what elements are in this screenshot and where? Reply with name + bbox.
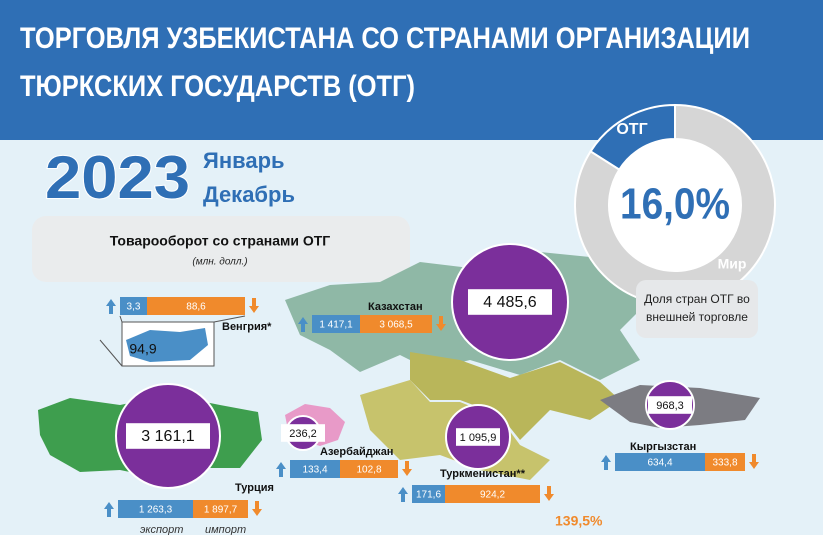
total-value: 4 485,6 [483, 294, 536, 311]
import-bar [705, 453, 745, 471]
export-bar [120, 297, 147, 315]
legend-import: импорт [205, 524, 246, 535]
arrow-down [544, 486, 554, 501]
country-name: Венгрия* [222, 321, 272, 333]
year: 2023 [45, 144, 190, 211]
donut-value-label: 16,0% [620, 180, 730, 229]
import-bar [193, 500, 248, 518]
arrow-up [398, 487, 408, 502]
import-bar [360, 315, 432, 333]
export-bar [412, 485, 445, 503]
export-value: 1 417,1 [319, 320, 353, 331]
total-box [126, 423, 210, 449]
arrow-up [601, 455, 611, 470]
note: 139,5% [555, 513, 603, 529]
export-bar [290, 460, 340, 478]
caption-box [636, 280, 758, 338]
import-bar [340, 460, 398, 478]
total-box [648, 396, 692, 414]
arrow-up [298, 317, 308, 332]
total-box [468, 289, 552, 315]
import-value: 924,2 [480, 490, 505, 501]
total-value: 3 161,1 [141, 428, 194, 445]
donut-hole [609, 139, 741, 271]
export-value: 1 263,3 [139, 505, 173, 516]
hungary-shape [126, 328, 208, 362]
donut-caption: Доля стран ОТГ во внешней торговле [644, 292, 750, 324]
country-name: Казахстан [368, 301, 423, 313]
inset-lines [99, 315, 246, 367]
export-bar [615, 453, 705, 471]
box-unit: (млн. долл.) [192, 257, 247, 268]
total-value: 236,2 [289, 428, 317, 440]
title-line: ТЮРКСКИХ ГОСУДАРСТВ (ОТГ) [20, 70, 415, 103]
export-value: 634,4 [647, 458, 672, 469]
import-value: 3 068,5 [379, 320, 413, 331]
total-box [281, 424, 325, 442]
country-name: Туркменистан** [440, 468, 526, 480]
export-bar [312, 315, 360, 333]
month-to: Декабрь [203, 182, 295, 207]
import-bar [445, 485, 540, 503]
uzbekistan-shape [410, 352, 620, 440]
export-value: 3,3 [127, 302, 141, 313]
export-value: 133,4 [302, 465, 327, 476]
import-value: 88,6 [186, 302, 206, 313]
total-box [456, 428, 500, 446]
import-bar [147, 297, 245, 315]
total-value: 1 095,9 [460, 432, 497, 444]
info-box [32, 216, 410, 282]
legend-export: экспорт [140, 524, 183, 535]
donut-label: Мир [718, 256, 747, 272]
total-value: 968,3 [656, 400, 684, 412]
import-value: 333,8 [712, 458, 737, 469]
total-value: 94,9 [129, 341, 156, 357]
country-name: Турция [235, 482, 274, 494]
title-line: ТОРГОВЛЯ УЗБЕКИСТАНА СО СТРАНАМИ ОРГАНИЗ… [20, 22, 750, 55]
arrow-down [402, 461, 412, 476]
export-bar [118, 500, 193, 518]
arrow-up [106, 299, 116, 314]
arrow-up [104, 502, 114, 517]
import-value: 1 897,7 [204, 505, 238, 516]
arrow-up [276, 462, 286, 477]
month-from: Январь [203, 148, 285, 173]
box-title: Товарооборот со странами ОТГ [110, 233, 331, 249]
import-value: 102,8 [356, 465, 381, 476]
arrow-down [436, 316, 446, 331]
arrow-down [249, 298, 259, 313]
country-name: Кыргызстан [630, 441, 696, 453]
export-value: 171,6 [416, 490, 441, 501]
donut-label: ОТГ [616, 121, 647, 138]
country-name: Азербайджан [320, 446, 393, 458]
arrow-down [252, 501, 262, 516]
arrow-down [749, 454, 759, 469]
